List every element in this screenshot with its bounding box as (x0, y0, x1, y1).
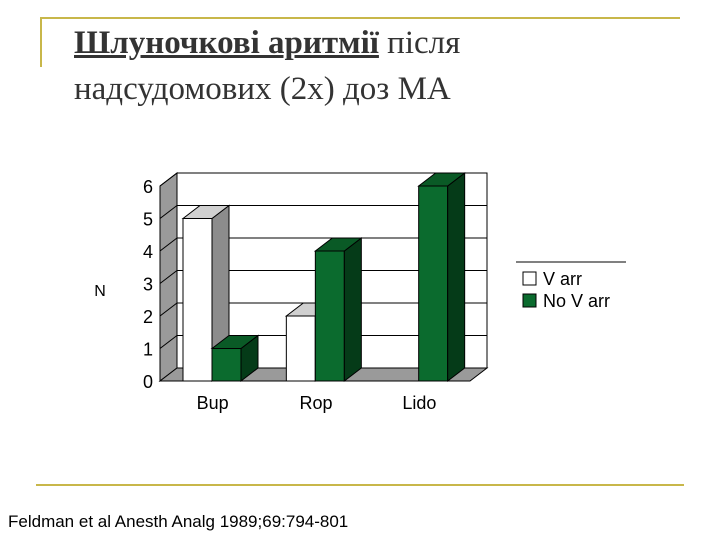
gridline (159, 172, 487, 187)
gridline (159, 270, 487, 284)
left-rule (40, 17, 42, 67)
slide-title: Шлуночкові аритмії після надсудомових (2х… (74, 20, 674, 112)
bar-top (417, 172, 467, 187)
bar-front (418, 185, 449, 382)
y-tick-label: 1 (143, 340, 153, 360)
y-axis-title: N (94, 283, 106, 300)
x-tick-label: Bup (197, 393, 229, 413)
legend-label: V arr (543, 269, 582, 289)
citation: Feldman et al Anesth Analg 1989;69:794-8… (8, 512, 349, 531)
bar-no-v-arr (313, 236, 363, 383)
bar-top (210, 335, 260, 349)
gridline (159, 302, 487, 317)
bar-side (447, 171, 466, 383)
gridline (159, 205, 487, 219)
top-rule (40, 17, 680, 19)
bar-front (285, 315, 316, 382)
bar-front (314, 250, 345, 382)
gridline (159, 335, 487, 349)
title-emphasis: Шлуночкові аритмії (74, 25, 379, 61)
y-tick-label: 0 (143, 372, 153, 392)
y-tick-label: 2 (143, 307, 153, 327)
bar-front (211, 348, 242, 382)
bar-v-arr (181, 204, 231, 383)
bar-top (181, 205, 231, 219)
legend-label: No V arr (543, 291, 610, 311)
y-tick-label: 4 (143, 242, 153, 262)
y-tick-label: 3 (143, 275, 153, 295)
x-tick-label: Rop (299, 393, 332, 413)
y-tick-label: 6 (143, 177, 153, 197)
x-tick-label: Lido (402, 393, 436, 413)
gridline (159, 237, 487, 252)
y-tick-label: 5 (143, 210, 153, 230)
bar-side (343, 236, 362, 383)
legend-swatch (522, 293, 537, 308)
title-line-2: надсудомових (2х) доз МА (74, 71, 451, 107)
bar-no-v-arr (417, 171, 467, 383)
bottom-rule (36, 484, 684, 486)
bar-top (313, 237, 363, 252)
title-rest: після (378, 25, 461, 61)
legend-swatch (522, 271, 537, 286)
bar-no-v-arr (210, 334, 260, 383)
bar-front (182, 218, 213, 382)
